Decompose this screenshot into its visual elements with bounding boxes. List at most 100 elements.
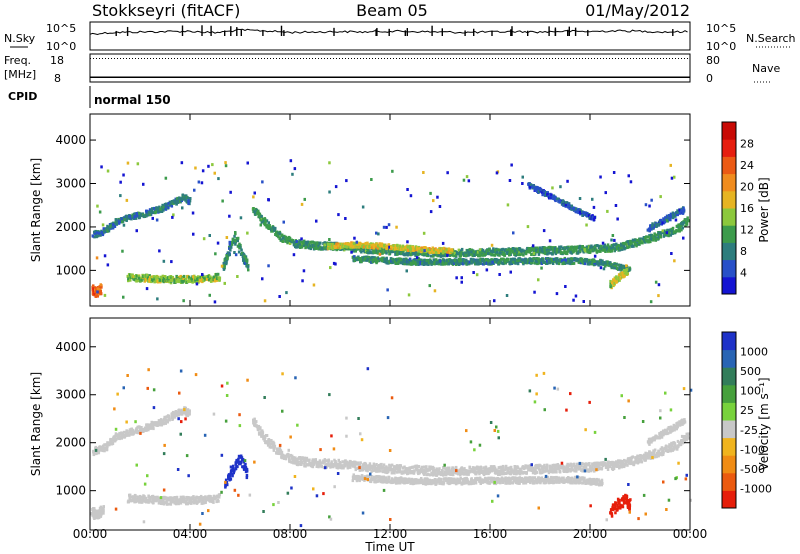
range-cell <box>318 241 321 245</box>
range-cell <box>93 507 96 511</box>
range-cell <box>199 494 203 498</box>
range-cell <box>544 252 547 256</box>
range-cell <box>314 459 317 463</box>
range-cell <box>568 207 572 211</box>
range-cell <box>425 261 428 265</box>
range-cell <box>260 218 263 222</box>
range-cell <box>315 245 318 248</box>
range-cell <box>144 500 148 504</box>
range-cell <box>95 235 98 239</box>
range-cell <box>422 171 425 174</box>
range-cell <box>672 214 675 218</box>
range-cell <box>456 262 460 266</box>
range-cell <box>228 474 231 478</box>
range-cell <box>241 465 244 469</box>
range-cell <box>512 231 515 235</box>
range-cell <box>595 249 598 253</box>
range-cell <box>99 514 103 518</box>
range-cell <box>663 220 667 224</box>
range-cell <box>343 464 347 468</box>
range-cell <box>395 464 399 468</box>
range-cell <box>652 235 655 239</box>
range-cell <box>626 246 629 249</box>
range-cell <box>671 226 675 230</box>
range-cell <box>590 260 594 264</box>
range-cell <box>190 277 193 281</box>
range-cell <box>526 225 530 229</box>
range-cell <box>335 465 338 469</box>
range-cell <box>485 261 489 265</box>
range-cell <box>559 248 562 252</box>
noise-sky-label: N.Sky <box>4 32 36 45</box>
range-cell <box>349 460 353 464</box>
range-cell <box>189 279 193 283</box>
range-cell <box>106 226 110 230</box>
range-cell <box>235 459 238 463</box>
range-cell <box>167 414 170 418</box>
range-cell <box>166 420 169 424</box>
range-cell <box>578 244 582 248</box>
range-cell <box>100 165 103 169</box>
range-cell <box>225 254 228 258</box>
range-cell <box>356 243 359 247</box>
range-cell <box>394 244 397 248</box>
range-cell <box>612 264 616 268</box>
range-cell <box>140 426 143 429</box>
range-cell <box>609 246 613 250</box>
range-cell <box>618 264 621 268</box>
range-cell <box>610 265 614 269</box>
range-cell <box>114 218 118 222</box>
range-cell <box>96 290 99 294</box>
range-cell <box>556 261 559 265</box>
frequency-series <box>90 58 690 78</box>
range-cell <box>202 237 206 241</box>
range-cell <box>526 246 529 250</box>
range-cell <box>441 254 444 258</box>
range-cell <box>164 420 167 424</box>
range-cell <box>670 214 673 218</box>
range-cell <box>530 253 533 256</box>
range-cell <box>379 469 382 473</box>
range-cell <box>627 268 631 272</box>
range-cell <box>570 260 574 264</box>
range-cell <box>366 245 370 249</box>
range-cell <box>226 257 229 261</box>
range-cell <box>170 496 174 500</box>
range-cell <box>157 419 161 423</box>
range-cell <box>610 243 614 247</box>
range-cell <box>376 249 380 253</box>
range-cell <box>318 459 322 463</box>
range-cell <box>412 465 416 469</box>
range-cell <box>654 280 658 284</box>
range-cell <box>596 244 599 248</box>
range-cell <box>618 278 621 282</box>
range-cell <box>672 230 676 234</box>
range-cell <box>495 258 499 262</box>
range-cell <box>600 262 603 266</box>
range-cell <box>169 502 173 506</box>
range-cell <box>120 219 124 223</box>
range-cell <box>563 249 566 253</box>
range-cell <box>351 247 354 251</box>
range-cell <box>539 188 542 192</box>
range-cell <box>167 502 171 506</box>
range-cell <box>128 499 132 503</box>
range-cell <box>625 268 629 272</box>
range-cell <box>603 261 606 265</box>
range-cell <box>412 261 415 265</box>
range-cell <box>429 260 432 263</box>
range-cell <box>226 483 229 487</box>
power-x-ticks <box>89 114 691 306</box>
range-cell <box>680 209 683 213</box>
range-cell <box>570 251 573 255</box>
range-cell <box>275 451 279 455</box>
range-cell <box>518 258 521 262</box>
range-cell <box>528 250 532 254</box>
range-cell <box>98 514 101 518</box>
range-cell <box>535 257 538 261</box>
range-cell <box>669 218 672 222</box>
range-cell <box>522 261 525 264</box>
range-cell <box>546 252 549 256</box>
range-cell <box>375 243 378 247</box>
range-cell <box>437 253 440 257</box>
